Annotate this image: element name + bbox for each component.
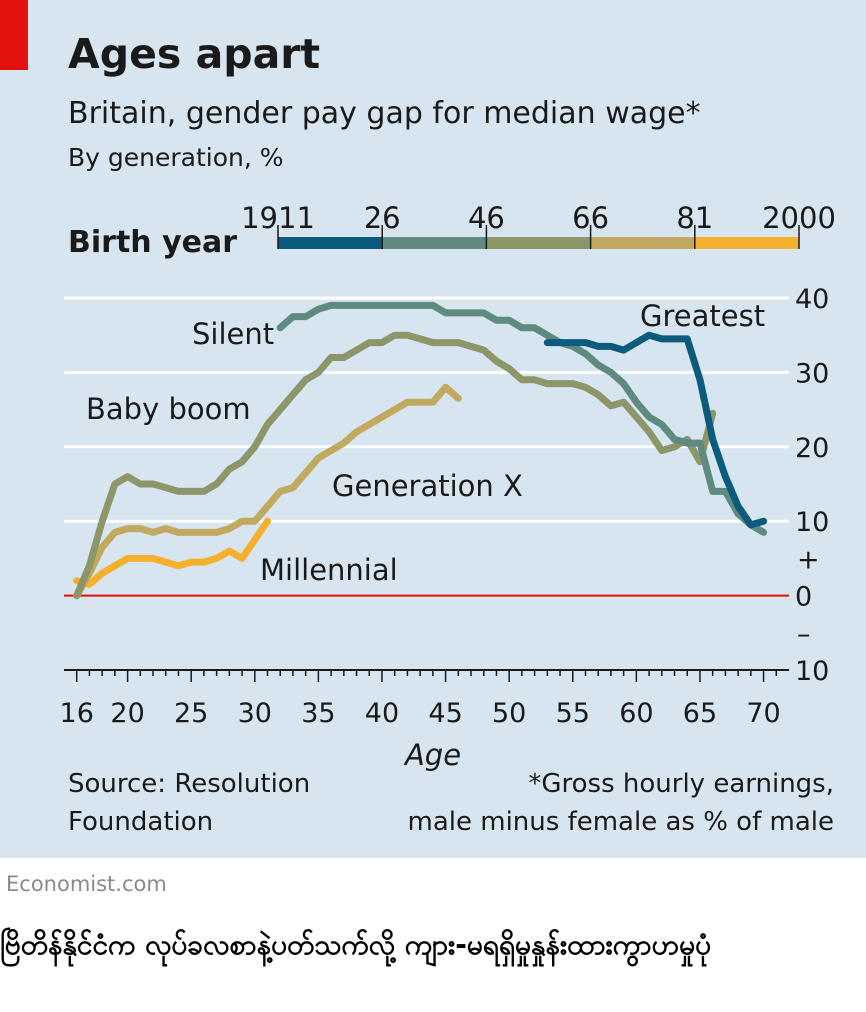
publisher-credit: Economist.com bbox=[6, 872, 167, 896]
legend-title: Birth year bbox=[68, 225, 237, 260]
legend-tick-label: 81 bbox=[676, 201, 713, 235]
legend-tick-label: 26 bbox=[364, 201, 401, 235]
x-tick-label: 40 bbox=[365, 698, 399, 729]
legend-tick-label: 2000 bbox=[762, 201, 836, 235]
x-tick-label: 60 bbox=[619, 698, 653, 729]
series-line-baby-boom bbox=[73, 331, 717, 600]
legend-segment bbox=[694, 237, 799, 249]
y-plus-sign: + bbox=[797, 544, 820, 575]
series-label-millennial: Millennial bbox=[260, 553, 398, 587]
chart-title: Ages apart bbox=[68, 30, 321, 78]
legend-segment bbox=[486, 237, 591, 249]
legend-tick-label: 1911 bbox=[241, 201, 315, 235]
x-tick-label: 30 bbox=[238, 698, 272, 729]
series-line-greatest bbox=[543, 331, 768, 529]
y-tick-label: 30 bbox=[795, 358, 829, 389]
x-tick-label: 65 bbox=[683, 698, 717, 729]
series-line-millennial bbox=[73, 517, 271, 588]
source-line: Source: Resolution bbox=[68, 769, 311, 799]
series-lines bbox=[73, 301, 768, 600]
x-axis-label: Age bbox=[403, 738, 461, 772]
chart-panel: Ages apart Britain, gender pay gap for m… bbox=[0, 0, 866, 858]
series-line-generation-x bbox=[73, 383, 462, 600]
y-minus-sign: – bbox=[797, 619, 811, 650]
x-tick-label: 50 bbox=[492, 698, 526, 729]
chart-unit-label: By generation, % bbox=[68, 143, 284, 172]
line-chart: Birth year 1911 26 46 66 81 2000 40 30 20 10 0 10 +… bbox=[60, 201, 836, 772]
x-tick-label: 70 bbox=[746, 698, 780, 729]
y-tick-label: 10 bbox=[795, 656, 829, 687]
source-line: Foundation bbox=[68, 807, 214, 837]
series-label-greatest: Greatest bbox=[640, 299, 765, 333]
series-label-baby-boom: Baby boom bbox=[86, 392, 251, 426]
source-note: Source: Resolution Foundation bbox=[68, 765, 310, 841]
x-tick-label: 20 bbox=[110, 698, 144, 729]
x-tick-label: 35 bbox=[301, 698, 335, 729]
legend-segment bbox=[382, 237, 487, 249]
legend-segment bbox=[590, 237, 695, 249]
x-tick-label: 55 bbox=[556, 698, 590, 729]
footnote: *Gross hourly earnings, male minus femal… bbox=[408, 765, 834, 841]
y-tick-label: 40 bbox=[795, 284, 829, 315]
series-label-generation-x: Generation X bbox=[332, 469, 523, 503]
x-tick-label: 25 bbox=[174, 698, 208, 729]
x-tick-label: 45 bbox=[428, 698, 462, 729]
footnote-line: *Gross hourly earnings, bbox=[528, 769, 834, 799]
y-tick-label: 10 bbox=[795, 507, 829, 538]
series-line-silent bbox=[276, 301, 768, 536]
legend-tick-label: 66 bbox=[572, 201, 609, 235]
red-tab-mark bbox=[0, 0, 28, 70]
series-labels: Greatest Silent Baby boom Generation X Mille… bbox=[86, 299, 765, 587]
birth-year-legend: Birth year 1911 26 46 66 81 2000 bbox=[68, 201, 836, 260]
y-tick-label: 20 bbox=[795, 433, 829, 464]
legend-segment bbox=[278, 237, 383, 249]
axes: 40 30 20 10 0 10 + – 16 20 25 30 35 40 45 50 55 60 65 70 bbox=[60, 284, 830, 729]
x-tick-label: 16 bbox=[60, 698, 94, 729]
chart-subtitle: Britain, gender pay gap for median wage* bbox=[68, 96, 701, 131]
y-tick-label: 0 bbox=[795, 582, 812, 613]
legend-tick-label: 46 bbox=[468, 201, 505, 235]
image-caption: ဗြိတိန်နိုင်ငံက လုပ်ခလစာနဲ့ပတ်သက်လို့ ကျ… bbox=[0, 928, 712, 961]
series-label-silent: Silent bbox=[192, 317, 274, 351]
footnote-line: male minus female as % of male bbox=[407, 807, 834, 837]
